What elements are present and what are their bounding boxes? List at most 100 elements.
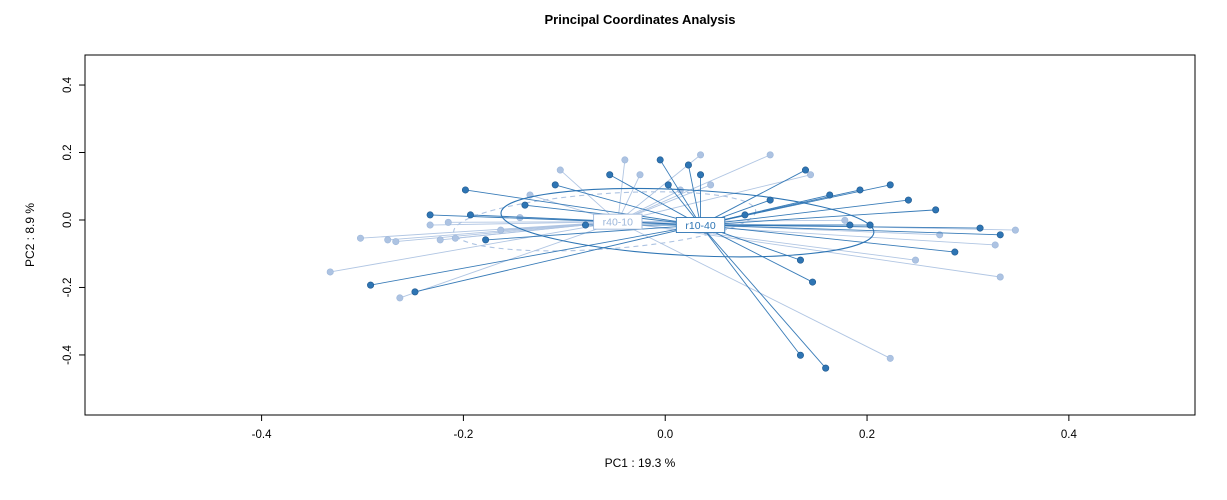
spider-line-r40-10 [617, 174, 811, 223]
y-tick-label: 0.2 [62, 145, 74, 161]
data-point-r10-40 [664, 181, 672, 189]
centroid-label-r40-10: r40-10 [603, 216, 634, 228]
data-point-r10-40 [796, 351, 804, 359]
spider-line-r10-40 [700, 209, 936, 226]
spider-line-r40-10 [617, 221, 891, 359]
data-point-r40-10 [911, 256, 919, 264]
data-point-r40-10 [392, 238, 400, 246]
data-point-r10-40 [886, 181, 894, 189]
spider-line-r10-40 [700, 224, 955, 253]
data-point-r40-10 [444, 218, 452, 226]
data-point-r40-10 [886, 354, 894, 362]
data-point-r40-10 [636, 171, 644, 179]
x-tick-label: -0.2 [453, 429, 473, 441]
spider-line-r10-40 [687, 164, 701, 226]
spider-line-r10-40 [700, 224, 1001, 236]
data-point-r10-40 [606, 171, 614, 179]
data-point-r10-40 [996, 231, 1004, 239]
data-point-r40-10 [556, 166, 564, 174]
x-tick-label: -0.4 [252, 429, 272, 441]
data-point-r10-40 [801, 166, 809, 174]
spider-line-r10-40 [414, 224, 701, 293]
spider-line-r40-10 [617, 221, 916, 261]
data-point-r40-10 [621, 156, 629, 164]
chart-title: Principal Coordinates Analysis [544, 12, 736, 27]
data-point-r10-40 [976, 224, 984, 232]
data-point-r40-10 [766, 151, 774, 159]
spider-line-r10-40 [700, 224, 801, 356]
data-point-r40-10 [436, 236, 444, 244]
data-point-r10-40 [809, 278, 817, 286]
data-point-r10-40 [856, 186, 864, 194]
data-point-r10-40 [866, 221, 874, 229]
spider-line-r10-40 [700, 199, 909, 226]
spider-line-r10-40 [700, 224, 981, 229]
data-point-r40-10 [396, 294, 404, 302]
spider-line-r10-40 [700, 169, 806, 226]
data-point-r10-40 [521, 201, 529, 209]
spider-line-r10-40 [700, 224, 813, 283]
centroid-label-r10-40: r10-40 [685, 220, 716, 232]
data-point-r40-10 [807, 171, 815, 179]
spider-line-r10-40 [700, 224, 827, 369]
spider-line-r40-10 [617, 159, 626, 222]
data-point-r40-10 [707, 181, 715, 189]
spider-line-r10-40 [465, 189, 701, 226]
y-tick-label: 0.4 [62, 76, 74, 93]
data-point-r10-40 [582, 221, 590, 229]
centroid-label-box-r40-10 [593, 213, 643, 230]
data-point-r10-40 [741, 211, 749, 219]
spider-line-r10-40 [430, 214, 701, 226]
y-tick-label: 0.0 [62, 212, 74, 228]
data-point-r40-10 [451, 234, 459, 242]
data-point-r40-10 [326, 268, 334, 276]
group-ellipse-r10-40 [500, 188, 875, 258]
spider-line-r40-10 [617, 154, 771, 223]
data-point-r10-40 [461, 186, 469, 194]
data-point-r10-40 [426, 211, 434, 219]
data-point-r10-40 [932, 206, 940, 214]
data-point-r40-10 [841, 216, 849, 224]
data-point-r10-40 [367, 281, 375, 289]
data-point-r10-40 [656, 156, 664, 164]
data-point-r40-10 [426, 221, 434, 229]
data-point-r10-40 [697, 171, 705, 179]
data-point-r40-10 [697, 151, 705, 159]
y-tick-label: -0.2 [62, 278, 74, 298]
x-tick-label: 0.4 [1061, 429, 1078, 441]
x-tick-label: 0.2 [859, 429, 875, 441]
data-point-r10-40 [796, 256, 804, 264]
data-point-r40-10 [356, 234, 364, 242]
x-tick-label: 0.0 [657, 429, 673, 441]
spider-line-r10-40 [609, 174, 701, 226]
data-point-r10-40 [684, 161, 692, 169]
data-point-r10-40 [822, 364, 830, 372]
data-point-r40-10 [991, 241, 999, 249]
data-point-r40-10 [996, 273, 1004, 281]
data-point-r40-10 [1011, 226, 1019, 234]
data-point-r10-40 [482, 236, 490, 244]
x-axis-label: PC1 : 19.3 % [604, 456, 676, 470]
data-point-r10-40 [826, 191, 834, 199]
data-point-r10-40 [551, 181, 559, 189]
data-point-r10-40 [466, 211, 474, 219]
plot-border [84, 54, 1196, 416]
spider-line-r40-10 [330, 221, 618, 273]
spider-line-r10-40 [370, 224, 701, 286]
data-point-r10-40 [904, 196, 912, 204]
data-point-r10-40 [846, 221, 854, 229]
data-point-r40-10 [497, 226, 505, 234]
spider-line-r10-40 [485, 224, 701, 241]
data-point-r10-40 [411, 288, 419, 296]
data-point-r10-40 [766, 196, 774, 204]
centroid-label-box-r10-40 [675, 217, 726, 233]
y-tick-label: -0.4 [62, 344, 74, 364]
data-point-r40-10 [384, 236, 392, 244]
spider-line-r10-40 [659, 159, 701, 226]
spider-line-r40-10 [559, 169, 619, 223]
spider-line-r40-10 [455, 221, 618, 239]
spider-line-r40-10 [448, 221, 618, 223]
data-point-r10-40 [951, 248, 959, 256]
